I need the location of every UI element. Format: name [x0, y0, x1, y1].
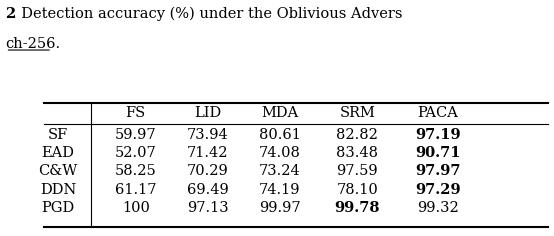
Text: 97.59: 97.59: [336, 164, 378, 178]
Text: FS: FS: [126, 106, 146, 120]
Text: 99.97: 99.97: [259, 201, 301, 215]
Text: C&W: C&W: [39, 164, 78, 178]
Text: 58.25: 58.25: [115, 164, 157, 178]
Text: 97.29: 97.29: [415, 183, 460, 197]
Text: 73.94: 73.94: [187, 127, 229, 142]
Text: MDA: MDA: [261, 106, 299, 120]
Text: LID: LID: [194, 106, 222, 120]
Text: 74.19: 74.19: [259, 183, 300, 197]
Text: 97.97: 97.97: [415, 164, 460, 178]
Text: 2: 2: [6, 7, 16, 21]
Text: PACA: PACA: [417, 106, 458, 120]
Text: 70.29: 70.29: [187, 164, 229, 178]
Text: SRM: SRM: [340, 106, 375, 120]
Text: 82.82: 82.82: [336, 127, 378, 142]
Text: DDN: DDN: [40, 183, 76, 197]
Text: . Detection accuracy (%) under the Oblivious Advers: . Detection accuracy (%) under the Obliv…: [12, 7, 403, 21]
Text: 73.24: 73.24: [259, 164, 301, 178]
Text: 100: 100: [122, 201, 150, 215]
Text: 83.48: 83.48: [336, 146, 378, 160]
Text: 97.13: 97.13: [187, 201, 229, 215]
Text: 61.17: 61.17: [115, 183, 156, 197]
Text: 80.61: 80.61: [259, 127, 301, 142]
Text: ch-256.: ch-256.: [6, 37, 61, 51]
Text: 97.19: 97.19: [415, 127, 460, 142]
Text: 90.71: 90.71: [415, 146, 460, 160]
Text: 78.10: 78.10: [336, 183, 378, 197]
Text: SF: SF: [48, 127, 68, 142]
Text: 69.49: 69.49: [187, 183, 229, 197]
Text: 59.97: 59.97: [115, 127, 157, 142]
Text: 71.42: 71.42: [187, 146, 228, 160]
Text: PGD: PGD: [42, 201, 75, 215]
Text: 52.07: 52.07: [115, 146, 157, 160]
Text: 74.08: 74.08: [259, 146, 301, 160]
Text: 99.32: 99.32: [417, 201, 459, 215]
Text: EAD: EAD: [42, 146, 75, 160]
Text: 99.78: 99.78: [335, 201, 380, 215]
